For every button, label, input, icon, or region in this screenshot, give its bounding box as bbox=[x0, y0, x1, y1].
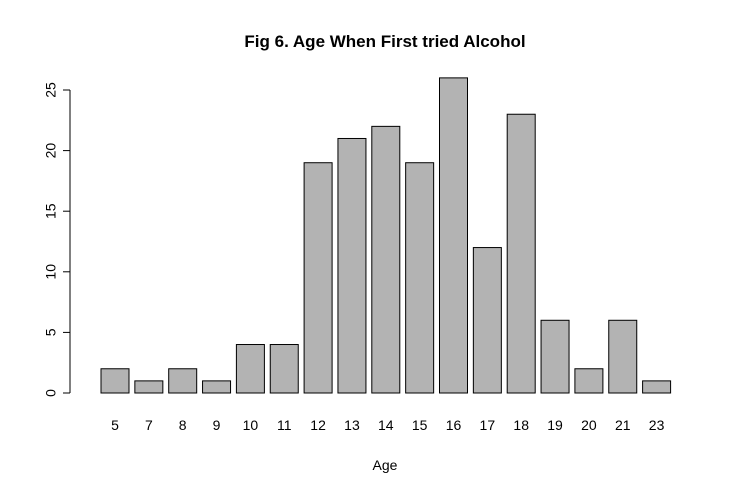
y-tick-label: 0 bbox=[43, 389, 59, 397]
bar-9 bbox=[202, 380, 232, 394]
x-tick-label-7: 7 bbox=[145, 417, 153, 433]
x-tick-label-23: 23 bbox=[649, 417, 665, 433]
x-tick-label-15: 15 bbox=[412, 417, 428, 433]
bars-group bbox=[100, 77, 672, 394]
y-tick-label: 25 bbox=[43, 82, 59, 98]
y-tick-label: 10 bbox=[43, 264, 59, 280]
bar-23 bbox=[642, 380, 672, 394]
x-tick-label-12: 12 bbox=[310, 417, 326, 433]
y-tick-label: 20 bbox=[43, 143, 59, 159]
x-tick-label-18: 18 bbox=[513, 417, 529, 433]
bar-14 bbox=[371, 125, 401, 394]
x-tick-label-13: 13 bbox=[344, 417, 360, 433]
bar-17 bbox=[472, 247, 502, 394]
bar-8 bbox=[168, 368, 198, 394]
x-axis-label: Age bbox=[373, 457, 398, 473]
bar-13 bbox=[337, 137, 367, 394]
x-tick-labels: 5 7 8 9 10 11 12 13 14 15 16 17 18 19 20 21 23 bbox=[111, 417, 664, 433]
x-tick-label-10: 10 bbox=[243, 417, 259, 433]
bar-12 bbox=[303, 162, 333, 394]
y-tick-label: 5 bbox=[43, 328, 59, 336]
x-tick-label-11: 11 bbox=[277, 417, 292, 433]
y-axis: 0 5 10 15 20 25 bbox=[43, 82, 71, 397]
bar-18 bbox=[506, 113, 536, 394]
bar-20 bbox=[574, 368, 604, 394]
chart-title: Fig 6. Age When First tried Alcohol bbox=[244, 32, 525, 51]
x-tick-label-14: 14 bbox=[378, 417, 394, 433]
bar-16 bbox=[439, 77, 468, 394]
x-tick-label-16: 16 bbox=[446, 417, 462, 433]
bar-10 bbox=[235, 344, 265, 394]
y-tick-label: 15 bbox=[43, 203, 59, 219]
x-tick-label-19: 19 bbox=[547, 417, 563, 433]
x-tick-label-20: 20 bbox=[581, 417, 597, 433]
bar-7 bbox=[134, 380, 164, 394]
bar-11 bbox=[269, 344, 299, 394]
x-tick-label-8: 8 bbox=[179, 417, 187, 433]
bar-19 bbox=[540, 319, 570, 394]
x-tick-label-17: 17 bbox=[480, 417, 496, 433]
x-tick-label-21: 21 bbox=[615, 417, 631, 433]
x-tick-label-9: 9 bbox=[213, 417, 221, 433]
bar-21 bbox=[608, 319, 638, 394]
bar-5 bbox=[100, 368, 130, 394]
x-tick-label-5: 5 bbox=[111, 417, 119, 433]
bar-15 bbox=[405, 162, 435, 394]
